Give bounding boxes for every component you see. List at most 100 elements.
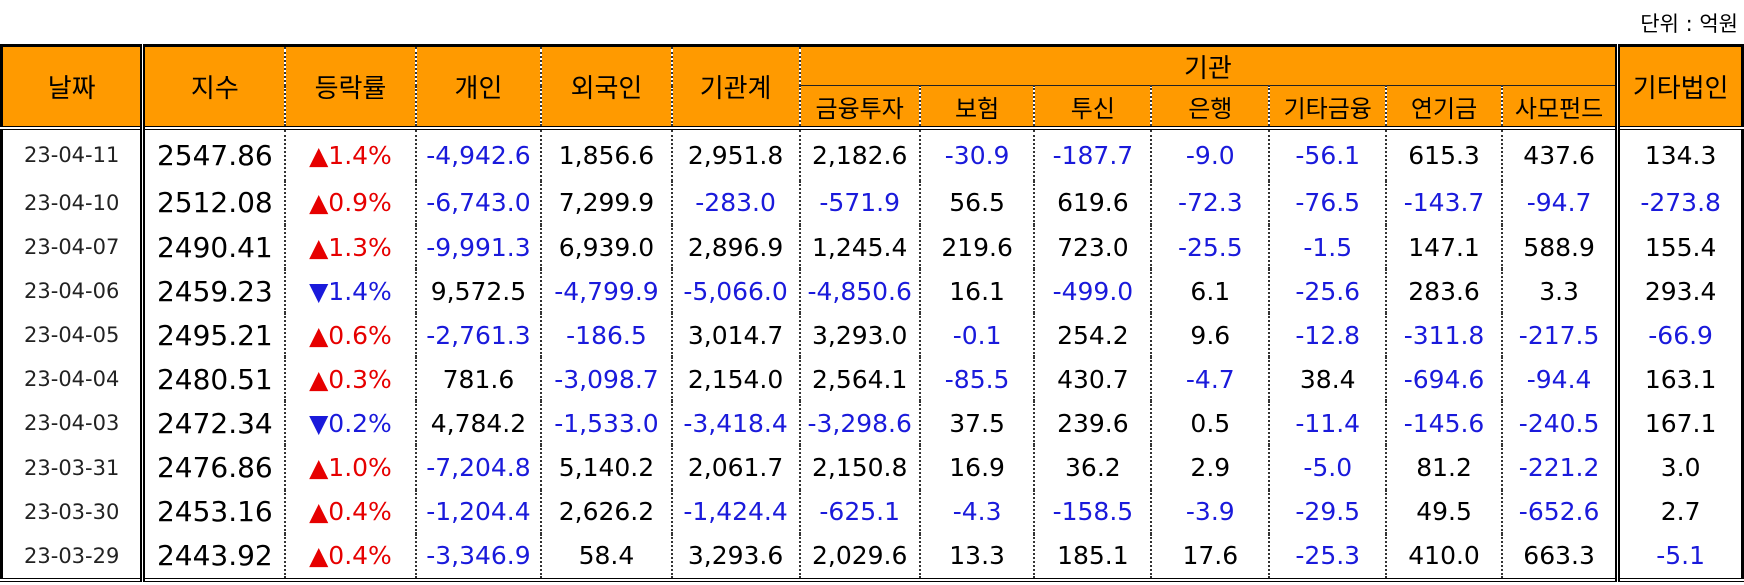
value-cell: -3,418.4 [670,401,801,446]
header-other-corp: 기타법인 [1615,45,1744,128]
value-cell: 6,939.0 [540,225,673,270]
value-cell: -240.5 [1500,401,1619,446]
table-header: 날짜 지수 등락률 개인 외국인 기관계 기관 기타법인 금융투자 보험 투신 … [0,45,1744,128]
value-cell: 163.1 [1615,357,1744,402]
value-cell: -25.6 [1268,269,1388,314]
value-cell: 36.2 [1033,445,1153,490]
change-value: 0.4% [328,541,392,571]
table-row: 23-03-29 2443.92 ▲0.4% -3,346.9 58.4 3,293.6 2… [0,533,1744,580]
table-body: 23-04-11 2547.86 ▲1.4% -4,942.6 1,856.6 2,951… [0,126,1744,580]
up-triangle-icon: ▲ [309,320,329,350]
value-cell: -6,743.0 [414,180,543,225]
value-cell: 254.2 [1033,313,1153,358]
header-sub: 기타금융 [1268,85,1388,128]
change-value: 1.0% [328,453,392,483]
value-cell: -1,204.4 [414,489,543,534]
change-value: 1.4% [328,140,392,170]
value-cell: 58.4 [540,533,673,580]
value-cell: 2,029.6 [798,533,921,580]
header-sub: 사모펀드 [1500,85,1619,128]
date-cell: 23-04-10 [0,180,144,225]
value-cell: 430.7 [1033,357,1153,402]
value-cell: 9,572.5 [414,269,543,314]
value-cell: -3,298.6 [798,401,921,446]
value-cell: 588.9 [1500,225,1619,270]
table-row: 23-04-11 2547.86 ▲1.4% -4,942.6 1,856.6 2,951… [0,126,1744,181]
date-cell: 23-04-03 [0,401,144,446]
value-cell: 6.1 [1150,269,1271,314]
value-cell: -694.6 [1385,357,1503,402]
change-cell: ▲0.3% [284,357,417,402]
value-cell: 615.3 [1385,126,1503,181]
value-cell: 16.9 [918,445,1036,490]
value-cell: 17.6 [1150,533,1271,580]
value-cell: -145.6 [1385,401,1503,446]
value-cell: 2.9 [1150,445,1271,490]
up-triangle-icon: ▲ [309,453,329,483]
value-cell: 219.6 [918,225,1036,270]
header-sub: 금융투자 [798,85,921,128]
table-row: 23-04-07 2490.41 ▲1.3% -9,991.3 6,939.0 2,896… [0,225,1744,270]
value-cell: -85.5 [918,357,1036,402]
change-value: 1.3% [328,232,392,262]
value-cell: -9,991.3 [414,225,543,270]
change-cell: ▲1.0% [284,445,417,490]
value-cell: -9.0 [1150,126,1271,181]
header-individual: 개인 [414,45,543,128]
value-cell: 185.1 [1033,533,1153,580]
value-cell: -1,424.4 [670,489,801,534]
value-cell: -1.5 [1268,225,1388,270]
header-sub: 은행 [1150,85,1271,128]
value-cell: -11.4 [1268,401,1388,446]
value-cell: -3,098.7 [540,357,673,402]
change-cell: ▲1.3% [284,225,417,270]
up-triangle-icon: ▲ [309,232,329,262]
date-cell: 23-03-31 [0,445,144,490]
value-cell: 1,245.4 [798,225,921,270]
header-institution: 기관 [798,45,1619,86]
value-cell: 239.6 [1033,401,1153,446]
value-cell: 7,299.9 [540,180,673,225]
investor-flow-table: 날짜 지수 등락률 개인 외국인 기관계 기관 기타법인 금융투자 보험 투신 … [0,44,1744,582]
value-cell: 9.6 [1150,313,1271,358]
value-cell: 3,014.7 [670,313,801,358]
index-cell: 2490.41 [140,225,287,270]
index-cell: 2453.16 [140,489,287,534]
value-cell: -72.3 [1150,180,1271,225]
table-row: 23-04-04 2480.51 ▲0.3% 781.6 -3,098.7 2,154.0… [0,357,1744,402]
value-cell: -187.7 [1033,126,1153,181]
index-cell: 2480.51 [140,357,287,402]
up-triangle-icon: ▲ [309,497,329,527]
change-cell: ▲0.4% [284,489,417,534]
date-cell: 23-04-05 [0,313,144,358]
header-change: 등락률 [284,45,417,128]
value-cell: 663.3 [1500,533,1619,580]
value-cell: 38.4 [1268,357,1388,402]
value-cell: 437.6 [1500,126,1619,181]
value-cell: 781.6 [414,357,543,402]
table-row: 23-04-03 2472.34 ▼0.2% 4,784.2 -1,533.0 -3,41… [0,401,1744,446]
value-cell: -29.5 [1268,489,1388,534]
value-cell: -221.2 [1500,445,1619,490]
change-cell: ▲0.4% [284,533,417,580]
value-cell: -625.1 [798,489,921,534]
value-cell: -4.3 [918,489,1036,534]
value-cell: -652.6 [1500,489,1619,534]
value-cell: -5,066.0 [670,269,801,314]
value-cell: 13.3 [918,533,1036,580]
index-cell: 2443.92 [140,533,287,580]
header-sub: 연기금 [1385,85,1503,128]
value-cell: -30.9 [918,126,1036,181]
header-inst-total: 기관계 [670,45,801,128]
value-cell: 37.5 [918,401,1036,446]
value-cell: 283.6 [1385,269,1503,314]
change-cell: ▼0.2% [284,401,417,446]
table-row: 23-03-31 2476.86 ▲1.0% -7,204.8 5,140.2 2,061… [0,445,1744,490]
index-cell: 2495.21 [140,313,287,358]
date-cell: 23-04-11 [0,126,144,181]
change-cell: ▲1.4% [284,126,417,181]
value-cell: 134.3 [1615,126,1744,181]
date-cell: 23-04-06 [0,269,144,314]
value-cell: 155.4 [1615,225,1744,270]
value-cell: 2,951.8 [670,126,801,181]
